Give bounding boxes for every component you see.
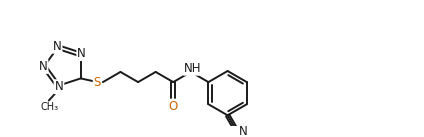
Text: N: N	[39, 60, 47, 73]
Text: O: O	[169, 100, 178, 113]
Text: N: N	[239, 125, 248, 137]
Text: NH: NH	[184, 62, 201, 75]
Text: N: N	[77, 47, 86, 60]
Text: CH₃: CH₃	[41, 102, 59, 112]
Text: S: S	[94, 76, 101, 89]
Text: N: N	[55, 80, 63, 93]
Text: N: N	[53, 40, 61, 53]
